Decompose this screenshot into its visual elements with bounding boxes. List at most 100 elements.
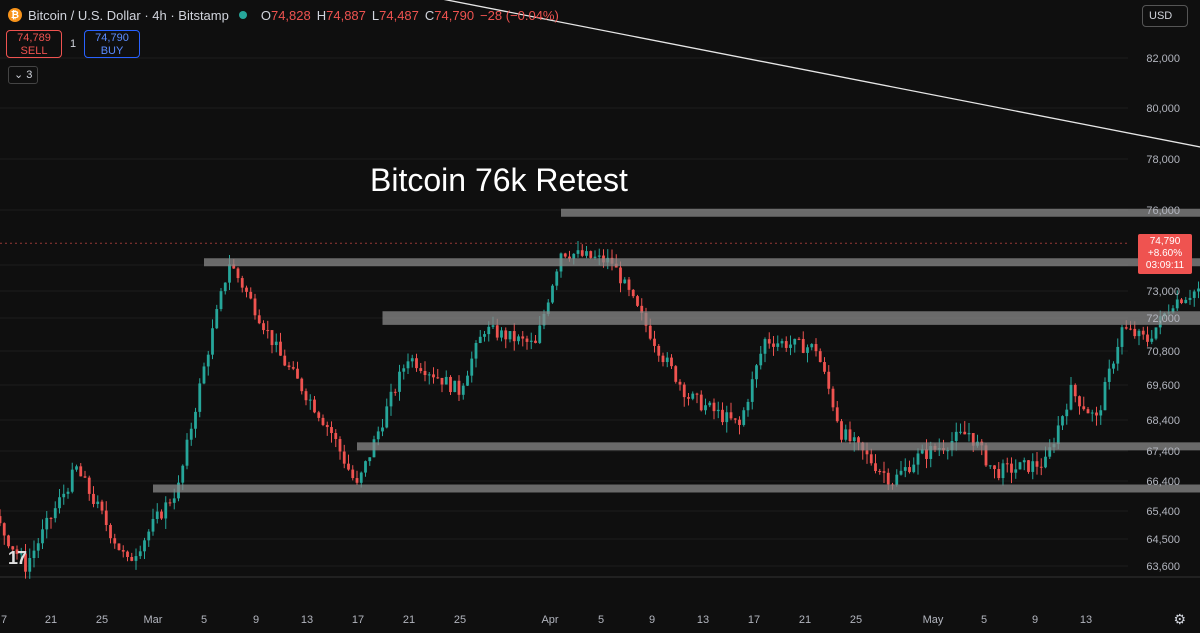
bitcoin-logo-icon: ₿ — [8, 8, 22, 22]
candle-body — [245, 287, 248, 292]
candle-body — [15, 549, 19, 554]
candle-body — [840, 421, 843, 440]
candle-body — [444, 376, 448, 385]
time-tick-label: 13 — [301, 614, 313, 626]
candle-body — [623, 279, 627, 284]
candle-body — [291, 367, 295, 369]
candle-body — [398, 371, 401, 392]
descending-trendline — [443, 0, 1200, 148]
candle-body — [1112, 363, 1115, 369]
candle-body — [1150, 338, 1154, 342]
candle-body — [478, 336, 482, 343]
candle-body — [1137, 330, 1141, 337]
price-axis[interactable]: 82,00080,00078,00076,00074,00073,00072,0… — [1146, 53, 1180, 573]
candle-body — [83, 476, 87, 478]
candle-body — [45, 517, 49, 530]
buy-button[interactable]: 74,790 BUY — [84, 30, 140, 58]
candle-body — [296, 368, 299, 379]
candle-body — [36, 543, 40, 551]
candle-body — [449, 376, 452, 393]
buy-price: 74,790 — [95, 32, 129, 44]
candle-body — [648, 325, 652, 339]
support-resistance-zone — [357, 442, 1200, 451]
candle-body — [750, 379, 754, 402]
price-tick-label: 65,400 — [1146, 506, 1180, 518]
candle-body — [423, 370, 427, 376]
currency-select[interactable]: USD — [1142, 5, 1188, 27]
current-change: +8.60% — [1147, 248, 1183, 259]
candle-body — [32, 550, 36, 559]
candle-body — [113, 538, 117, 544]
candle-body — [168, 502, 172, 504]
candle-body — [827, 371, 831, 389]
candle-body — [784, 341, 788, 348]
candle-body — [806, 347, 809, 353]
candle-body — [857, 437, 860, 443]
candle-body — [767, 339, 771, 344]
candle-body — [96, 501, 100, 505]
candle-body — [1107, 368, 1111, 382]
time-tick-label: 21 — [403, 614, 415, 626]
candle-body — [53, 508, 57, 519]
candle-body — [555, 271, 559, 286]
candle-body — [678, 381, 682, 385]
candle-body — [359, 472, 363, 483]
candle-body — [470, 358, 474, 376]
candle-body — [929, 445, 933, 459]
candle-body — [257, 315, 261, 324]
candle-body — [512, 331, 516, 342]
candle-body — [925, 449, 928, 459]
candle-body — [517, 336, 520, 342]
candle-body — [729, 412, 733, 419]
candle-body — [474, 342, 478, 359]
candle-body — [7, 535, 10, 547]
candle-body — [211, 328, 214, 355]
candle-body — [844, 429, 848, 440]
candle-body — [1005, 463, 1009, 465]
symbol-name[interactable]: Bitcoin / U.S. Dollar · 4h · Bitstamp — [28, 7, 229, 23]
price-tick-label: 68,400 — [1146, 415, 1180, 427]
time-tick-label: 25 — [96, 614, 108, 626]
candle-body — [223, 282, 227, 292]
candle-body — [466, 375, 469, 386]
indicators-toggle[interactable]: ⌄ 3 — [8, 66, 39, 84]
candle-body — [1069, 384, 1073, 410]
gear-icon[interactable]: ⚙ — [1173, 611, 1186, 627]
candle-body — [1099, 410, 1103, 416]
candle-body — [500, 330, 503, 338]
buy-label: BUY — [100, 45, 124, 57]
candle-body — [1197, 288, 1200, 292]
candle-body — [665, 357, 669, 363]
candle-body — [1039, 466, 1043, 468]
candle-body — [49, 517, 53, 519]
candle-body — [385, 406, 389, 428]
candle-body — [1031, 461, 1035, 472]
candle-body — [24, 553, 27, 572]
candle-body — [704, 405, 707, 411]
candle-body — [738, 419, 741, 425]
candle-body — [1095, 412, 1098, 416]
candle-body — [453, 380, 457, 393]
candle-body — [597, 255, 601, 257]
candle-body — [657, 345, 661, 356]
candle-body — [670, 357, 673, 367]
candle-body — [742, 410, 746, 425]
time-axis[interactable]: 7 21 25 Mar 5 9 13 17 21 25 Apr 5 9 13 17 21 25 May 5 9 13 — [1, 614, 1092, 626]
candle-body — [954, 431, 958, 442]
candle-body — [1010, 463, 1013, 473]
candle-body — [134, 556, 138, 561]
candle-body — [746, 401, 750, 411]
sell-button[interactable]: 74,789 SELL — [6, 30, 62, 58]
candle-body — [793, 338, 797, 345]
candle-body — [249, 291, 253, 299]
candle-body — [529, 340, 533, 342]
candle-body — [882, 471, 886, 473]
candle-body — [313, 399, 316, 413]
candle-body — [70, 469, 74, 492]
candle-body — [699, 394, 703, 411]
candle-body — [568, 256, 571, 259]
candle-body — [687, 397, 690, 399]
candle-body — [504, 330, 508, 340]
high-label: H — [316, 7, 327, 23]
